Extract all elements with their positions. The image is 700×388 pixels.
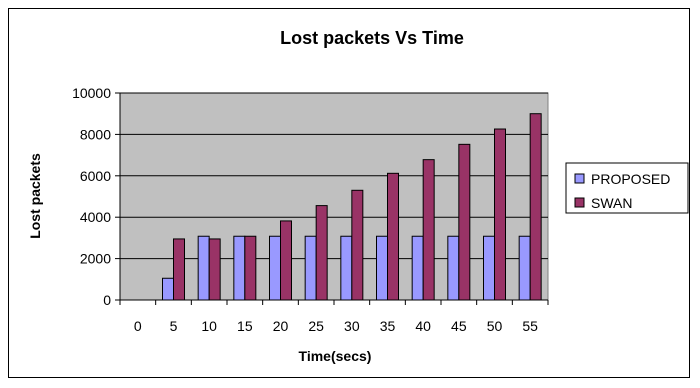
legend-label-swan: SWAN — [591, 195, 632, 211]
x-tick-label: 45 — [451, 318, 467, 334]
bar-proposed-50 — [483, 235, 495, 301]
bar-swan-20 — [280, 220, 292, 301]
bar-proposed-55 — [518, 235, 531, 301]
y-tick-label: 4000 — [80, 209, 111, 225]
legend-swatch-swan — [574, 197, 585, 208]
y-tick-label: 2000 — [80, 251, 111, 267]
bar-swan-35 — [387, 172, 399, 301]
bar-swan-25 — [315, 205, 328, 301]
bar-swan-55 — [529, 113, 542, 301]
x-tick-label: 0 — [134, 318, 142, 334]
y-tick-label: 8000 — [80, 126, 111, 142]
chart-title: Lost packets Vs Time — [280, 28, 464, 48]
x-tick-label: 5 — [170, 318, 178, 334]
y-tick-label: 6000 — [80, 168, 111, 184]
bar-proposed-15 — [233, 235, 246, 301]
x-tick-label: 35 — [380, 318, 396, 334]
legend: PROPOSED SWAN — [574, 171, 670, 211]
y-tick-label: 0 — [103, 292, 111, 308]
legend-box — [565, 162, 689, 214]
bar-swan-40 — [422, 159, 435, 301]
x-tick-label: 50 — [487, 318, 503, 334]
x-tick-label: 40 — [415, 318, 431, 334]
gridlines — [120, 92, 548, 260]
legend-label-proposed: PROPOSED — [591, 171, 670, 187]
y-axis-ticks: 0 2000 4000 6000 8000 10000 — [72, 85, 120, 308]
x-tick-label: 55 — [522, 318, 538, 334]
y-tick-label: 10000 — [72, 85, 111, 101]
x-axis-label: Time(secs) — [299, 348, 372, 364]
x-tick-label: 20 — [273, 318, 289, 334]
bar-proposed-35 — [376, 235, 388, 301]
bar-swan-50 — [494, 128, 506, 301]
bar-proposed-25 — [304, 235, 317, 301]
bar-swan-5 — [173, 238, 185, 301]
x-axis-ticks: 0 5 10 15 20 25 30 35 40 45 50 55 — [119, 300, 549, 334]
bar-swan-45 — [458, 143, 471, 301]
bar-swan-30 — [351, 189, 364, 301]
legend-swatch-proposed — [574, 173, 585, 184]
x-tick-label: 10 — [201, 318, 217, 334]
bar-swan-10 — [208, 238, 221, 301]
x-tick-label: 25 — [308, 318, 324, 334]
bar-proposed-30 — [340, 235, 353, 301]
bar-proposed-45 — [447, 235, 460, 301]
bar-proposed-5 — [162, 277, 174, 301]
bar-proposed-20 — [269, 235, 281, 301]
bar-proposed-40 — [411, 235, 424, 301]
chart-border — [8, 8, 690, 378]
y-axis-label: Lost packets — [27, 153, 43, 239]
x-tick-label: 15 — [237, 318, 253, 334]
bar-proposed-10 — [197, 235, 210, 301]
bar-swan-15 — [244, 235, 257, 301]
x-tick-label: 30 — [344, 318, 360, 334]
